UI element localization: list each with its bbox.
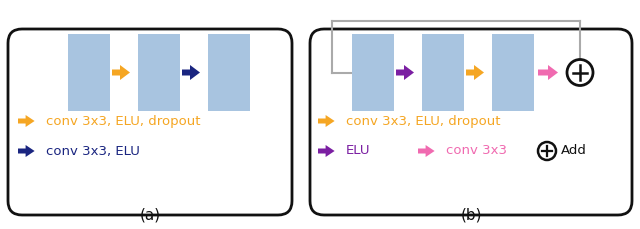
- FancyArrow shape: [396, 65, 414, 80]
- Circle shape: [567, 60, 593, 85]
- FancyArrow shape: [318, 145, 335, 157]
- FancyArrow shape: [18, 145, 35, 157]
- Text: (a): (a): [140, 207, 161, 222]
- FancyBboxPatch shape: [8, 29, 292, 215]
- FancyArrow shape: [112, 65, 130, 80]
- Circle shape: [538, 142, 556, 160]
- FancyArrow shape: [318, 115, 335, 127]
- Bar: [422, 34, 464, 111]
- Bar: [138, 34, 180, 111]
- Text: conv 3x3: conv 3x3: [446, 144, 507, 158]
- Bar: [208, 34, 250, 111]
- Text: conv 3x3, ELU, dropout: conv 3x3, ELU, dropout: [46, 114, 200, 128]
- Text: conv 3x3, ELU, dropout: conv 3x3, ELU, dropout: [346, 114, 500, 128]
- Bar: [352, 34, 394, 111]
- Text: (b): (b): [460, 207, 482, 222]
- Text: conv 3x3, ELU: conv 3x3, ELU: [46, 144, 140, 158]
- FancyArrow shape: [466, 65, 484, 80]
- Text: ELU: ELU: [346, 144, 371, 158]
- FancyBboxPatch shape: [310, 29, 632, 215]
- Text: Add: Add: [561, 144, 587, 158]
- FancyArrow shape: [418, 145, 435, 157]
- FancyArrow shape: [182, 65, 200, 80]
- FancyArrow shape: [538, 65, 558, 80]
- Bar: [68, 34, 110, 111]
- FancyArrow shape: [18, 115, 35, 127]
- Bar: [492, 34, 534, 111]
